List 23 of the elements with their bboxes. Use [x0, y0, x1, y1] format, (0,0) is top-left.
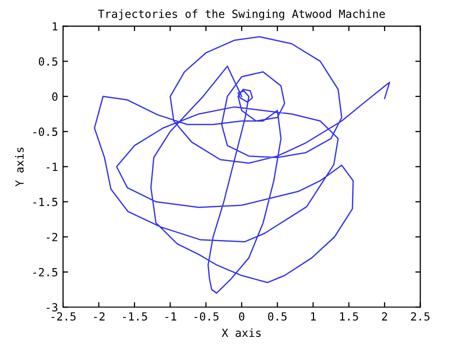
y-axis-title: Y axis	[15, 148, 24, 187]
x-tick-label: 2	[382, 312, 387, 320]
x-tick-label: -1	[165, 312, 176, 320]
x-tick-label: 1	[311, 312, 316, 320]
chart-title: Trajectories of the Swinging Atwood Machine	[98, 9, 385, 20]
x-tick-label: -1.5	[123, 312, 147, 321]
x-axis-title: X axis	[222, 328, 261, 338]
y-tick-label: 1	[52, 22, 58, 30]
line-series	[94, 36, 390, 294]
y-tick-label: -2	[46, 232, 58, 242]
y-tick-label: -2.5	[33, 268, 58, 276]
y-tick-label: -3	[46, 303, 58, 312]
y-tick-label: -1.5	[33, 198, 58, 206]
x-tick-label: -2	[94, 312, 105, 320]
y-tick-label: -1	[46, 162, 58, 171]
x-tick-label: 2.5	[411, 312, 430, 321]
y-tick-label: 0	[52, 92, 58, 101]
x-tick-label: 0	[239, 312, 244, 321]
x-tick-label: -0.5	[194, 312, 218, 321]
y-tick-label: 0.5	[38, 57, 58, 66]
x-tick-label: 0.5	[268, 312, 287, 321]
y-tick-label: -0.5	[33, 128, 58, 136]
x-tick-label: 1.5	[340, 312, 358, 321]
